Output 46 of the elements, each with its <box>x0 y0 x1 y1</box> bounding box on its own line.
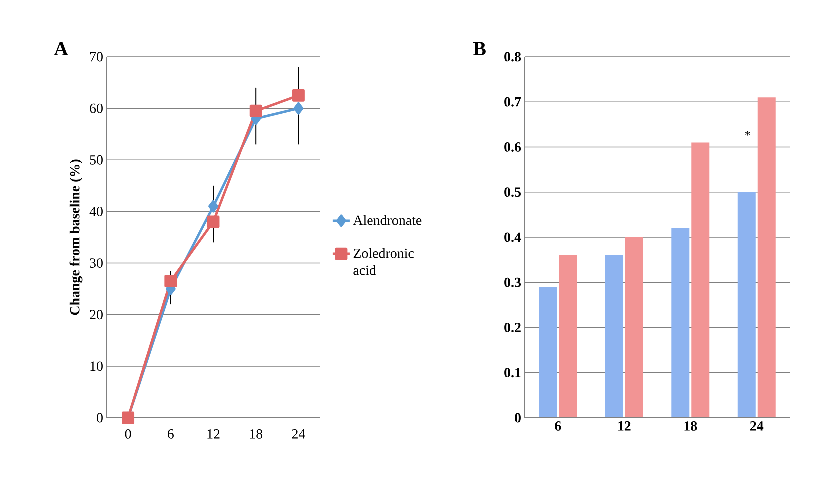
chart-title: B <box>474 42 486 56</box>
point <box>208 200 218 213</box>
point <box>292 89 305 102</box>
x-tick-label: 18 <box>684 422 698 431</box>
y-tick-label: 0 <box>515 413 521 423</box>
x-tick-label: 0 <box>125 429 132 439</box>
legend-label: Zoledronic acid <box>354 248 414 276</box>
bar <box>559 256 578 418</box>
y-tick-label: 60 <box>90 104 103 114</box>
x-tick-label: 24 <box>750 422 764 431</box>
point <box>207 216 220 228</box>
bar <box>539 287 558 418</box>
y-tick-label: 30 <box>90 258 103 268</box>
y-axis-title: Change from baseline (%) <box>70 160 83 316</box>
y-tick-label: 0.6 <box>504 142 522 152</box>
x-tick-label: 12 <box>618 422 631 431</box>
bar <box>605 256 624 418</box>
y-tick-label: 20 <box>90 310 103 320</box>
bar <box>692 142 710 418</box>
bar <box>672 228 690 418</box>
y-tick-label: 10 <box>90 362 103 372</box>
x-tick-label: 6 <box>555 422 562 431</box>
x-tick-label: 6 <box>168 429 174 439</box>
y-tick-label: 0.5 <box>504 188 521 198</box>
y-tick-label: 0.3 <box>504 278 522 288</box>
legend-label: Alendronate <box>353 215 422 226</box>
chart-title: A <box>54 42 68 56</box>
y-tick-label: 0.1 <box>504 368 521 378</box>
y-tick-label: 0.4 <box>504 232 522 242</box>
annotation: * <box>745 131 750 136</box>
y-tick-label: 0.2 <box>504 323 521 332</box>
y-tick-label: 40 <box>90 207 103 216</box>
point <box>250 104 262 118</box>
x-tick-label: 24 <box>292 429 306 439</box>
point <box>164 275 178 288</box>
y-tick-label: 0.7 <box>504 97 522 107</box>
bar <box>625 237 644 418</box>
bar <box>738 192 756 418</box>
bar <box>758 98 776 418</box>
y-tick-label: 50 <box>90 155 103 165</box>
point <box>294 102 304 115</box>
y-tick-label: 0 <box>97 413 103 423</box>
y-tick-label: 0.8 <box>504 52 522 62</box>
x-tick-label: 18 <box>250 429 263 439</box>
x-tick-label: 12 <box>208 429 220 439</box>
y-tick-label: 70 <box>90 52 103 62</box>
